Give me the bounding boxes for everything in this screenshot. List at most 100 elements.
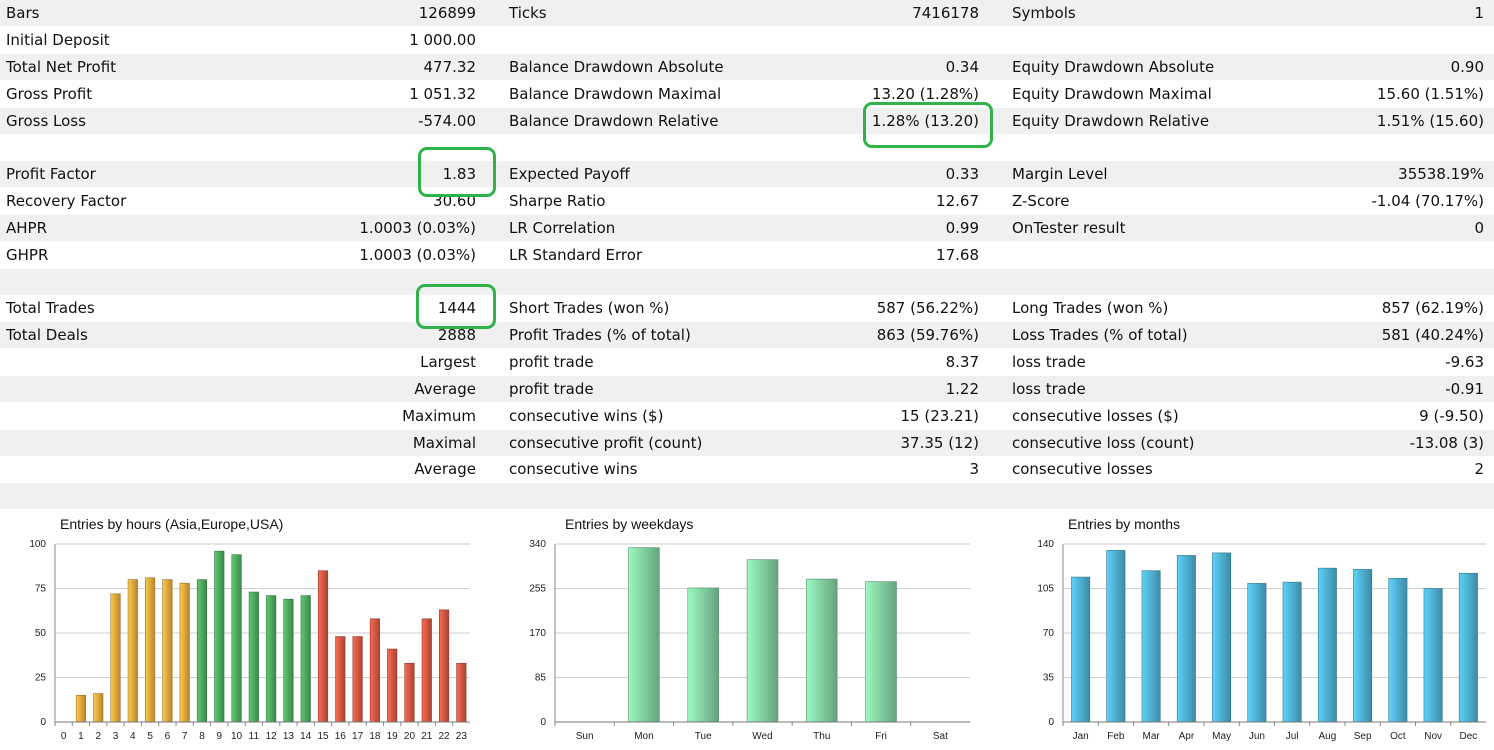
report-label-col1: Ticks	[509, 4, 547, 22]
report-value-col1: 7416178	[912, 4, 979, 22]
report-label-col1: Sharpe Ratio	[509, 192, 606, 210]
report-label-col2: Symbols	[1012, 4, 1076, 22]
report-value-col2: 581 (40.24%)	[1381, 326, 1484, 344]
report-value-col2: 0	[1474, 219, 1484, 237]
bar	[421, 618, 432, 723]
x-tick-label: 2	[95, 731, 101, 742]
x-tick-label: Sep	[1354, 731, 1372, 742]
chart-title: Entries by weekdays	[565, 516, 693, 532]
report-value-col1: 12.67	[936, 192, 979, 210]
report-label-col0: GHPR	[6, 246, 49, 264]
bar	[231, 554, 242, 723]
bar	[300, 595, 311, 723]
chart-title: Entries by hours (Asia,Europe,USA)	[60, 516, 283, 532]
report-value-col0: Average	[414, 380, 476, 398]
report-row: Maximum consecutive wins ($) 15 (23.21) con…	[0, 403, 1494, 429]
report-row: Recovery Factor 30.60 Sharpe Ratio 12.67 Z-S…	[0, 188, 1494, 214]
x-tick-label: Aug	[1318, 731, 1336, 742]
report-value-col2: 0.90	[1450, 58, 1484, 76]
x-tick-label: 10	[231, 731, 243, 742]
bar	[1282, 581, 1302, 723]
report-label-col0: Total Net Profit	[6, 58, 117, 76]
bar	[145, 577, 156, 723]
report-label-col2: loss trade	[1012, 380, 1086, 398]
report-label-col0: Bars	[6, 4, 40, 22]
x-tick-label: Fri	[875, 731, 887, 742]
bar	[628, 547, 660, 723]
y-tick-label: 25	[35, 673, 47, 684]
chart-entries-by-weekdays: Entries by weekdays 0 85 170 255 340 Sun Mon Tue…	[505, 505, 985, 750]
report-value-col2: 35538.19%	[1398, 165, 1484, 183]
report-row: Average consecutive wins 3 consecutive loss…	[0, 456, 1494, 482]
y-tick-label: 35	[1043, 673, 1055, 684]
x-tick-label: 1	[78, 731, 84, 742]
report-value-col0: 1444	[437, 299, 476, 317]
report-value-col1: 0.99	[945, 219, 979, 237]
report-value-col2: -9.63	[1445, 353, 1484, 371]
bar	[266, 595, 277, 723]
bar	[439, 609, 450, 723]
report-label-col0: Gross Profit	[6, 85, 93, 103]
bar	[1247, 583, 1267, 723]
report-row: Total Trades 1444 Short Trades (won %) 587 …	[0, 295, 1494, 321]
x-tick-label: Jul	[1286, 731, 1299, 742]
bar	[93, 693, 104, 723]
report-value-col0: 1.0003 (0.03%)	[359, 246, 476, 264]
x-tick-label: 11	[249, 731, 260, 742]
x-tick-label: 20	[404, 731, 416, 742]
x-tick-label: 3	[113, 731, 119, 742]
x-tick-label: 12	[266, 731, 278, 742]
report-value-col1: 8.37	[945, 353, 979, 371]
bar	[1212, 552, 1232, 723]
report-value-col1: 587 (56.22%)	[876, 299, 979, 317]
report-row: Total Deals 2888 Profit Trades (% of total…	[0, 322, 1494, 348]
x-tick-label: Nov	[1424, 731, 1442, 742]
report-label-col0: Recovery Factor	[6, 192, 127, 210]
report-label-col1: consecutive profit (count)	[509, 434, 703, 452]
bar	[1353, 569, 1373, 723]
x-tick-label: 5	[147, 731, 153, 742]
report-row: Total Net Profit 477.32 Balance Drawdown A…	[0, 54, 1494, 80]
y-tick-label: 0	[1048, 717, 1054, 728]
report-label-col2: Equity Drawdown Absolute	[1012, 58, 1215, 76]
x-tick-label: Mar	[1143, 731, 1161, 742]
x-tick-label: Oct	[1390, 731, 1406, 742]
report-row	[0, 269, 1494, 295]
x-tick-label: Wed	[752, 731, 772, 742]
report-label-col2: Equity Drawdown Maximal	[1012, 85, 1212, 103]
report-value-col1: 0.33	[945, 165, 979, 183]
x-tick-label: Sun	[576, 731, 594, 742]
report-label-col2: Loss Trades (% of total)	[1012, 326, 1188, 344]
report-value-col0: 2888	[437, 326, 476, 344]
bar	[746, 559, 779, 723]
report-label-col0: Total Trades	[6, 299, 95, 317]
x-tick-label: 7	[182, 731, 188, 742]
bar	[865, 581, 897, 723]
report-value-col0: 1 051.32	[409, 85, 476, 103]
report-label-col1: Profit Trades (% of total)	[509, 326, 691, 344]
x-tick-label: 8	[199, 731, 205, 742]
bar	[404, 662, 415, 723]
report-label-col2: Long Trades (won %)	[1012, 299, 1169, 317]
report-value-col2: -1.04 (70.17%)	[1371, 192, 1484, 210]
bar	[196, 579, 208, 723]
y-tick-label: 75	[35, 584, 47, 595]
report-row	[0, 483, 1494, 509]
bar	[1176, 555, 1196, 723]
y-tick-label: 0	[40, 717, 46, 728]
bar	[1458, 572, 1478, 723]
report-row: Gross Profit 1 051.32 Balance Drawdown Max…	[0, 81, 1494, 107]
report-row: Bars 126899 Ticks 7416178 Symbols 1	[0, 0, 1494, 26]
bar	[1423, 588, 1443, 723]
y-tick-label: 170	[529, 628, 546, 639]
backtest-report-table: Bars 126899 Ticks 7416178 Symbols 1 Initial De…	[0, 0, 1494, 509]
x-tick-label: 6	[165, 731, 171, 742]
report-label-col2: Equity Drawdown Relative	[1012, 112, 1210, 130]
report-value-col0: Average	[414, 460, 476, 478]
x-tick-label: 15	[317, 731, 329, 742]
x-tick-label: Mon	[634, 731, 653, 742]
report-label-col1: profit trade	[509, 353, 594, 371]
report-label-col1: consecutive wins ($)	[509, 407, 664, 425]
report-value-col0: -574.00	[418, 112, 476, 130]
report-value-col2: 1	[1474, 4, 1484, 22]
